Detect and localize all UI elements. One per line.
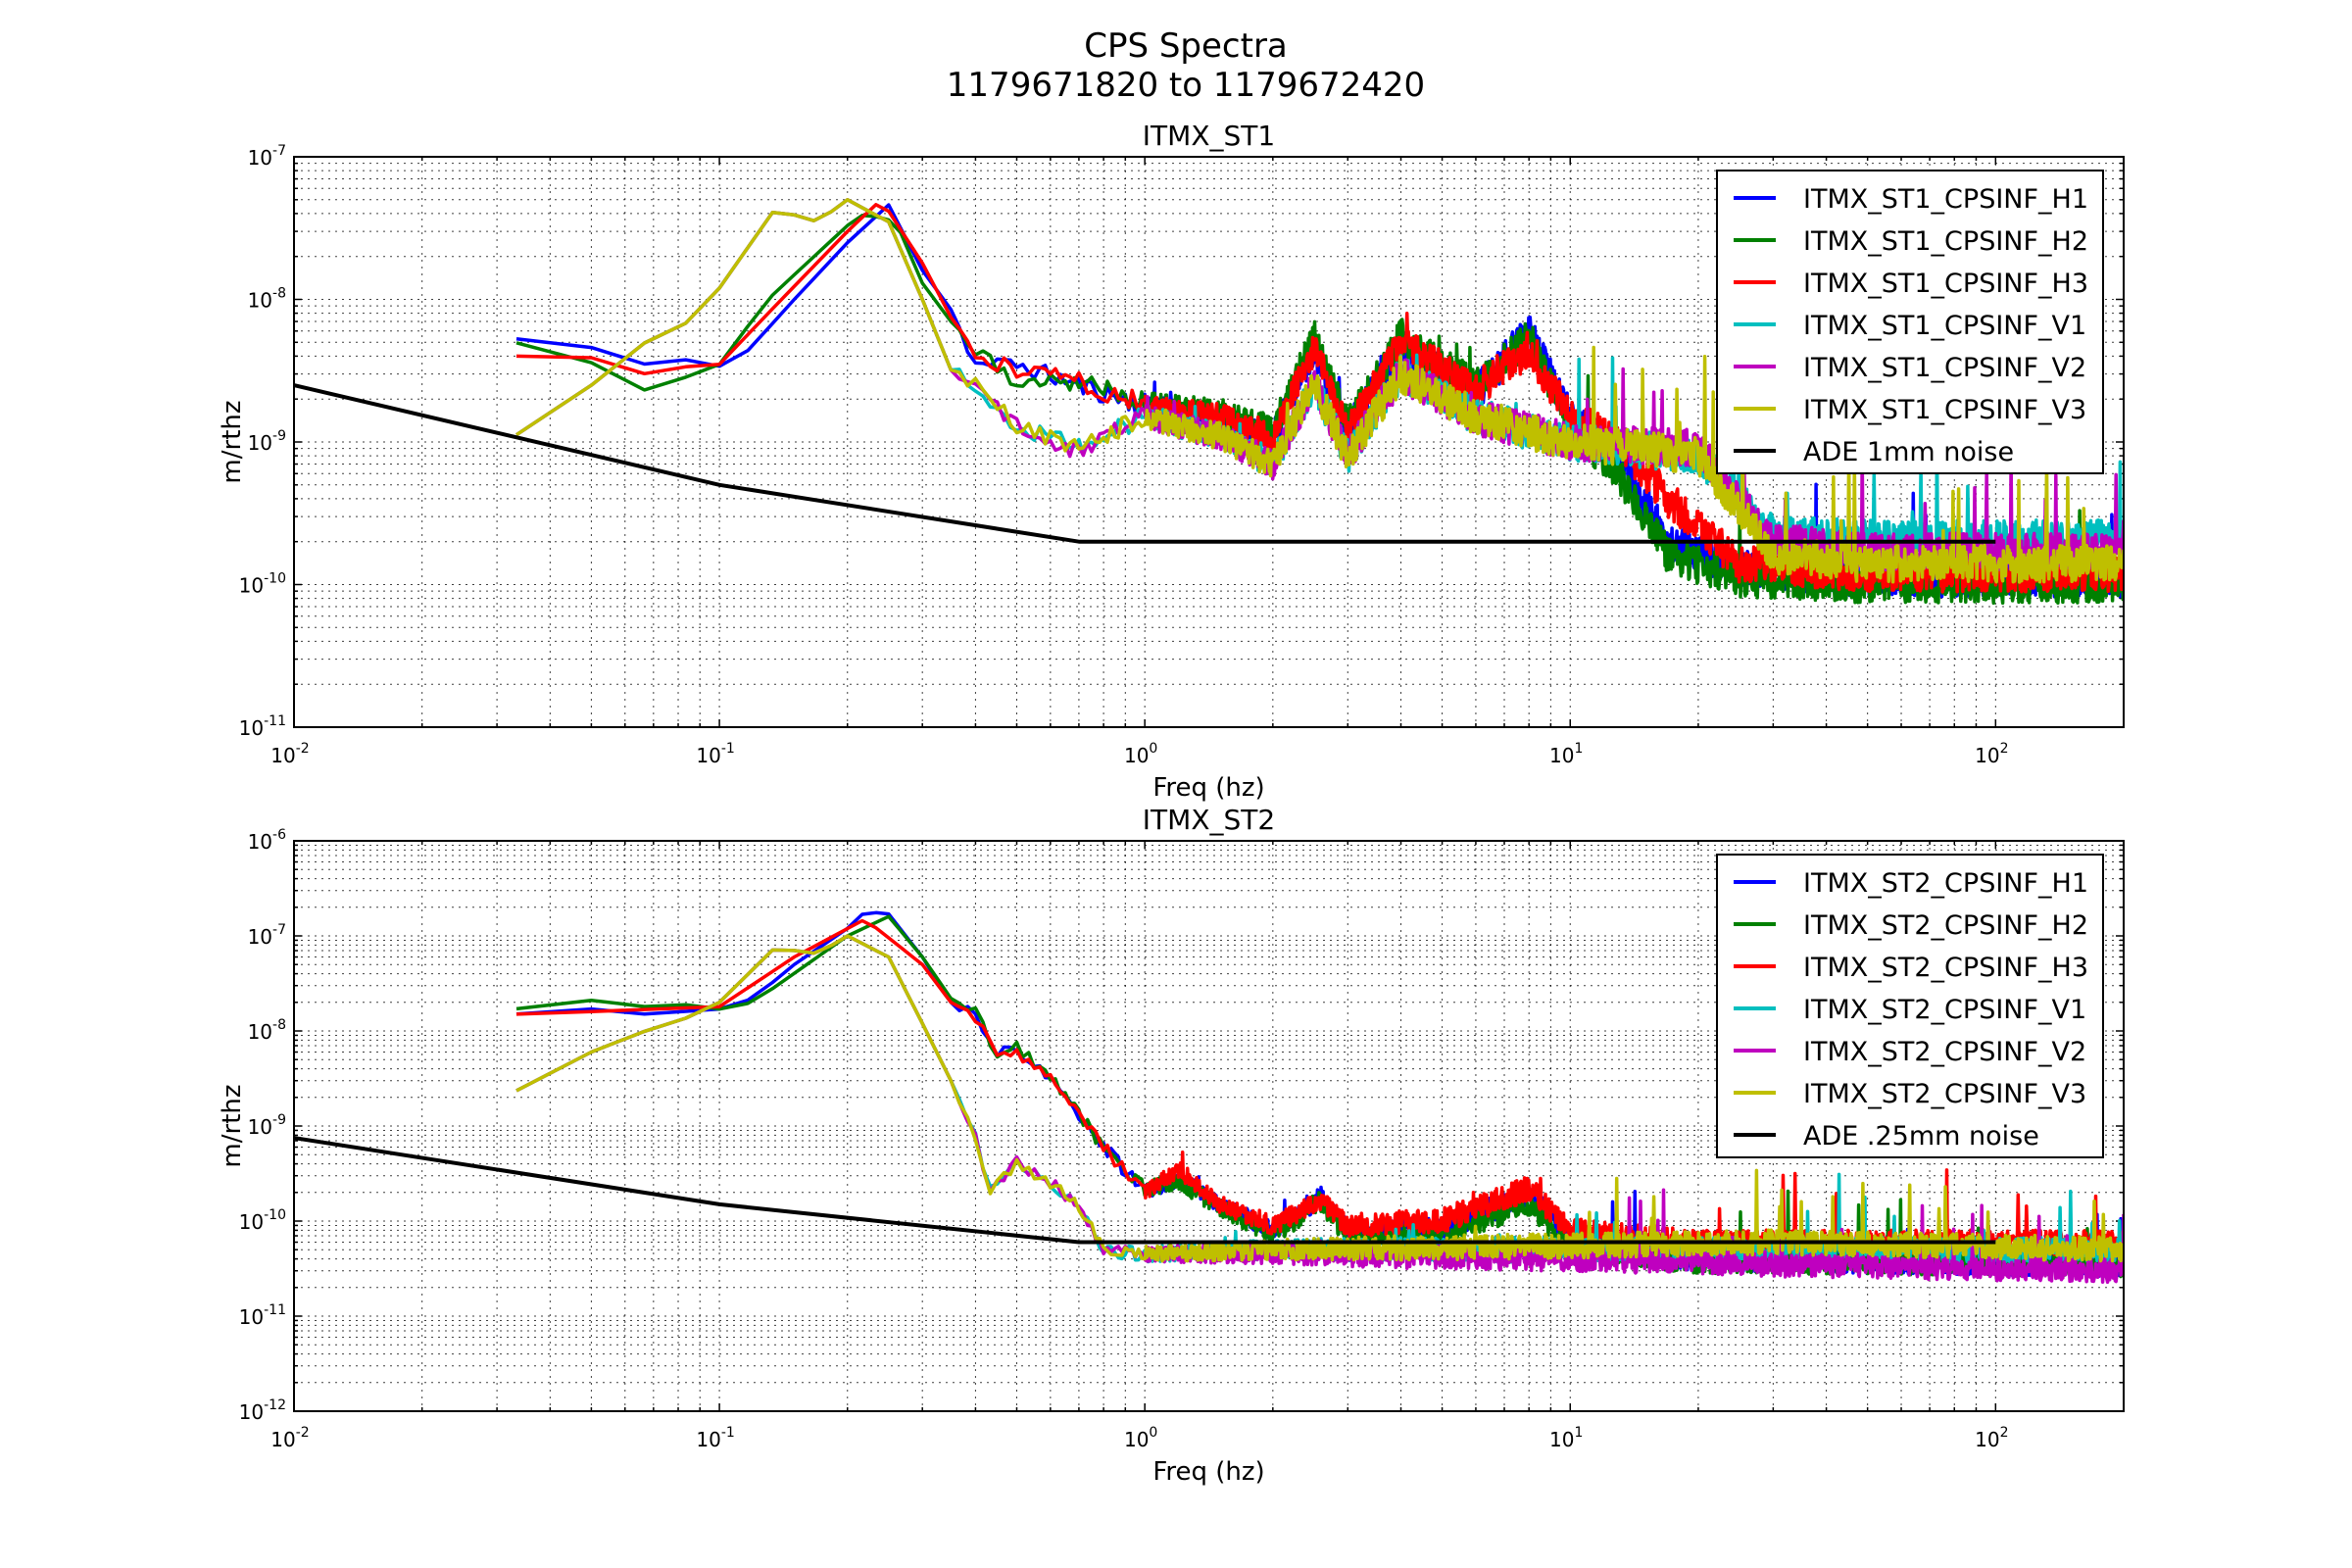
y-tick-label: 10-11 [239, 1302, 286, 1329]
y-tick-label: 10-11 [239, 713, 286, 740]
series-line-ade-25mm-noise [294, 1136, 1996, 1245]
legend-box [1716, 854, 2104, 1158]
legend-label: ITMX_ST2_CPSINF_V1 [1803, 995, 2086, 1025]
x-tick-label: 100 [1124, 741, 1157, 767]
y-axis-label: m/rthz [218, 1084, 247, 1167]
subplot-title: ITMX_ST2 [1143, 804, 1275, 836]
y-tick-label: 10-10 [239, 571, 286, 598]
y-tick-label: 10-8 [248, 286, 286, 313]
series-group [294, 198, 2124, 606]
legend-label: ITMX_ST2_CPSINF_H3 [1803, 953, 2088, 983]
x-tick-label: 10-1 [696, 1425, 734, 1451]
y-tick-label: 10-7 [248, 143, 286, 170]
legend-label: ITMX_ST1_CPSINF_H1 [1803, 184, 2088, 215]
x-tick-label: 102 [1975, 741, 2008, 767]
x-tick-label: 10-1 [696, 741, 734, 767]
axes-frame [293, 156, 2125, 728]
legend-label: ITMX_ST2_CPSINF_V3 [1803, 1079, 2086, 1109]
subplot-itmx-st2: 10-2 10-1 100 101 102 10-12 10-11 10-10 10-9 10-8… [218, 804, 2125, 1487]
x-tick-label: 100 [1124, 1425, 1157, 1451]
legend-label: ITMX_ST2_CPSINF_H1 [1803, 868, 2088, 899]
legend-label: ITMX_ST1_CPSINF_H3 [1803, 269, 2088, 299]
subplot-itmx-st1: 10-2 10-1 100 101 102 10-11 10-10 10-9 10-8 10-7 I… [218, 120, 2125, 803]
y-tick-label: 10-7 [248, 922, 286, 949]
legend-box [1716, 170, 2104, 474]
legend-label: ADE 1mm noise [1803, 437, 2014, 467]
legend-label: ADE .25mm noise [1803, 1121, 2039, 1152]
x-axis-label: Freq (hz) [1152, 1457, 1264, 1487]
legend-label: ITMX_ST1_CPSINF_V2 [1803, 353, 2086, 383]
legend-label: ITMX_ST1_CPSINF_V3 [1803, 395, 2086, 425]
y-tick-label: 10-8 [248, 1017, 286, 1044]
x-tick-label: 101 [1549, 1425, 1583, 1451]
x-axis-label: Freq (hz) [1152, 773, 1264, 803]
x-tick-label: 10-2 [270, 741, 309, 767]
legend-label: ITMX_ST1_CPSINF_V1 [1803, 311, 2086, 341]
x-tick-label: 10-2 [270, 1425, 309, 1451]
figure-title-line2: 1179671820 to 1179672420 [947, 66, 1425, 105]
series-line-ade-1mm-noise [294, 383, 1996, 544]
axes-frame [293, 840, 2125, 1412]
subplot-title: ITMX_ST1 [1143, 120, 1275, 152]
y-tick-label: 10-9 [248, 1112, 286, 1139]
y-tick-label: 10-12 [239, 1397, 286, 1424]
legend-label: ITMX_ST2_CPSINF_H2 [1803, 910, 2088, 941]
figure-title-line1: CPS Spectra [1084, 26, 1288, 66]
x-tick-label: 101 [1549, 741, 1583, 767]
x-tick-label: 102 [1975, 1425, 2008, 1451]
legend-label: ITMX_ST2_CPSINF_V2 [1803, 1037, 2086, 1067]
legend-label: ITMX_ST1_CPSINF_H2 [1803, 226, 2088, 257]
legend: ITMX_ST1_CPSINF_H1 ITMX_ST1_CPSINF_H2 ITMX… [1716, 170, 2104, 474]
y-tick-label: 10-9 [248, 428, 286, 455]
y-tick-label: 10-10 [239, 1207, 286, 1234]
series-line-itmx-st1-cpsinf-v3 [515, 198, 2124, 584]
y-tick-label: 10-6 [248, 827, 287, 854]
legend: ITMX_ST2_CPSINF_H1 ITMX_ST2_CPSINF_H2 ITMX… [1716, 854, 2104, 1158]
series-group [294, 910, 2124, 1285]
y-axis-label: m/rthz [218, 400, 247, 483]
